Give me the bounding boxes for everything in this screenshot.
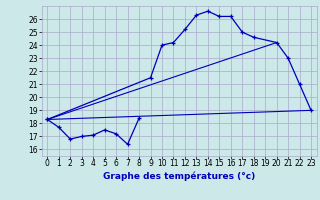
X-axis label: Graphe des températures (°c): Graphe des températures (°c)	[103, 171, 255, 181]
